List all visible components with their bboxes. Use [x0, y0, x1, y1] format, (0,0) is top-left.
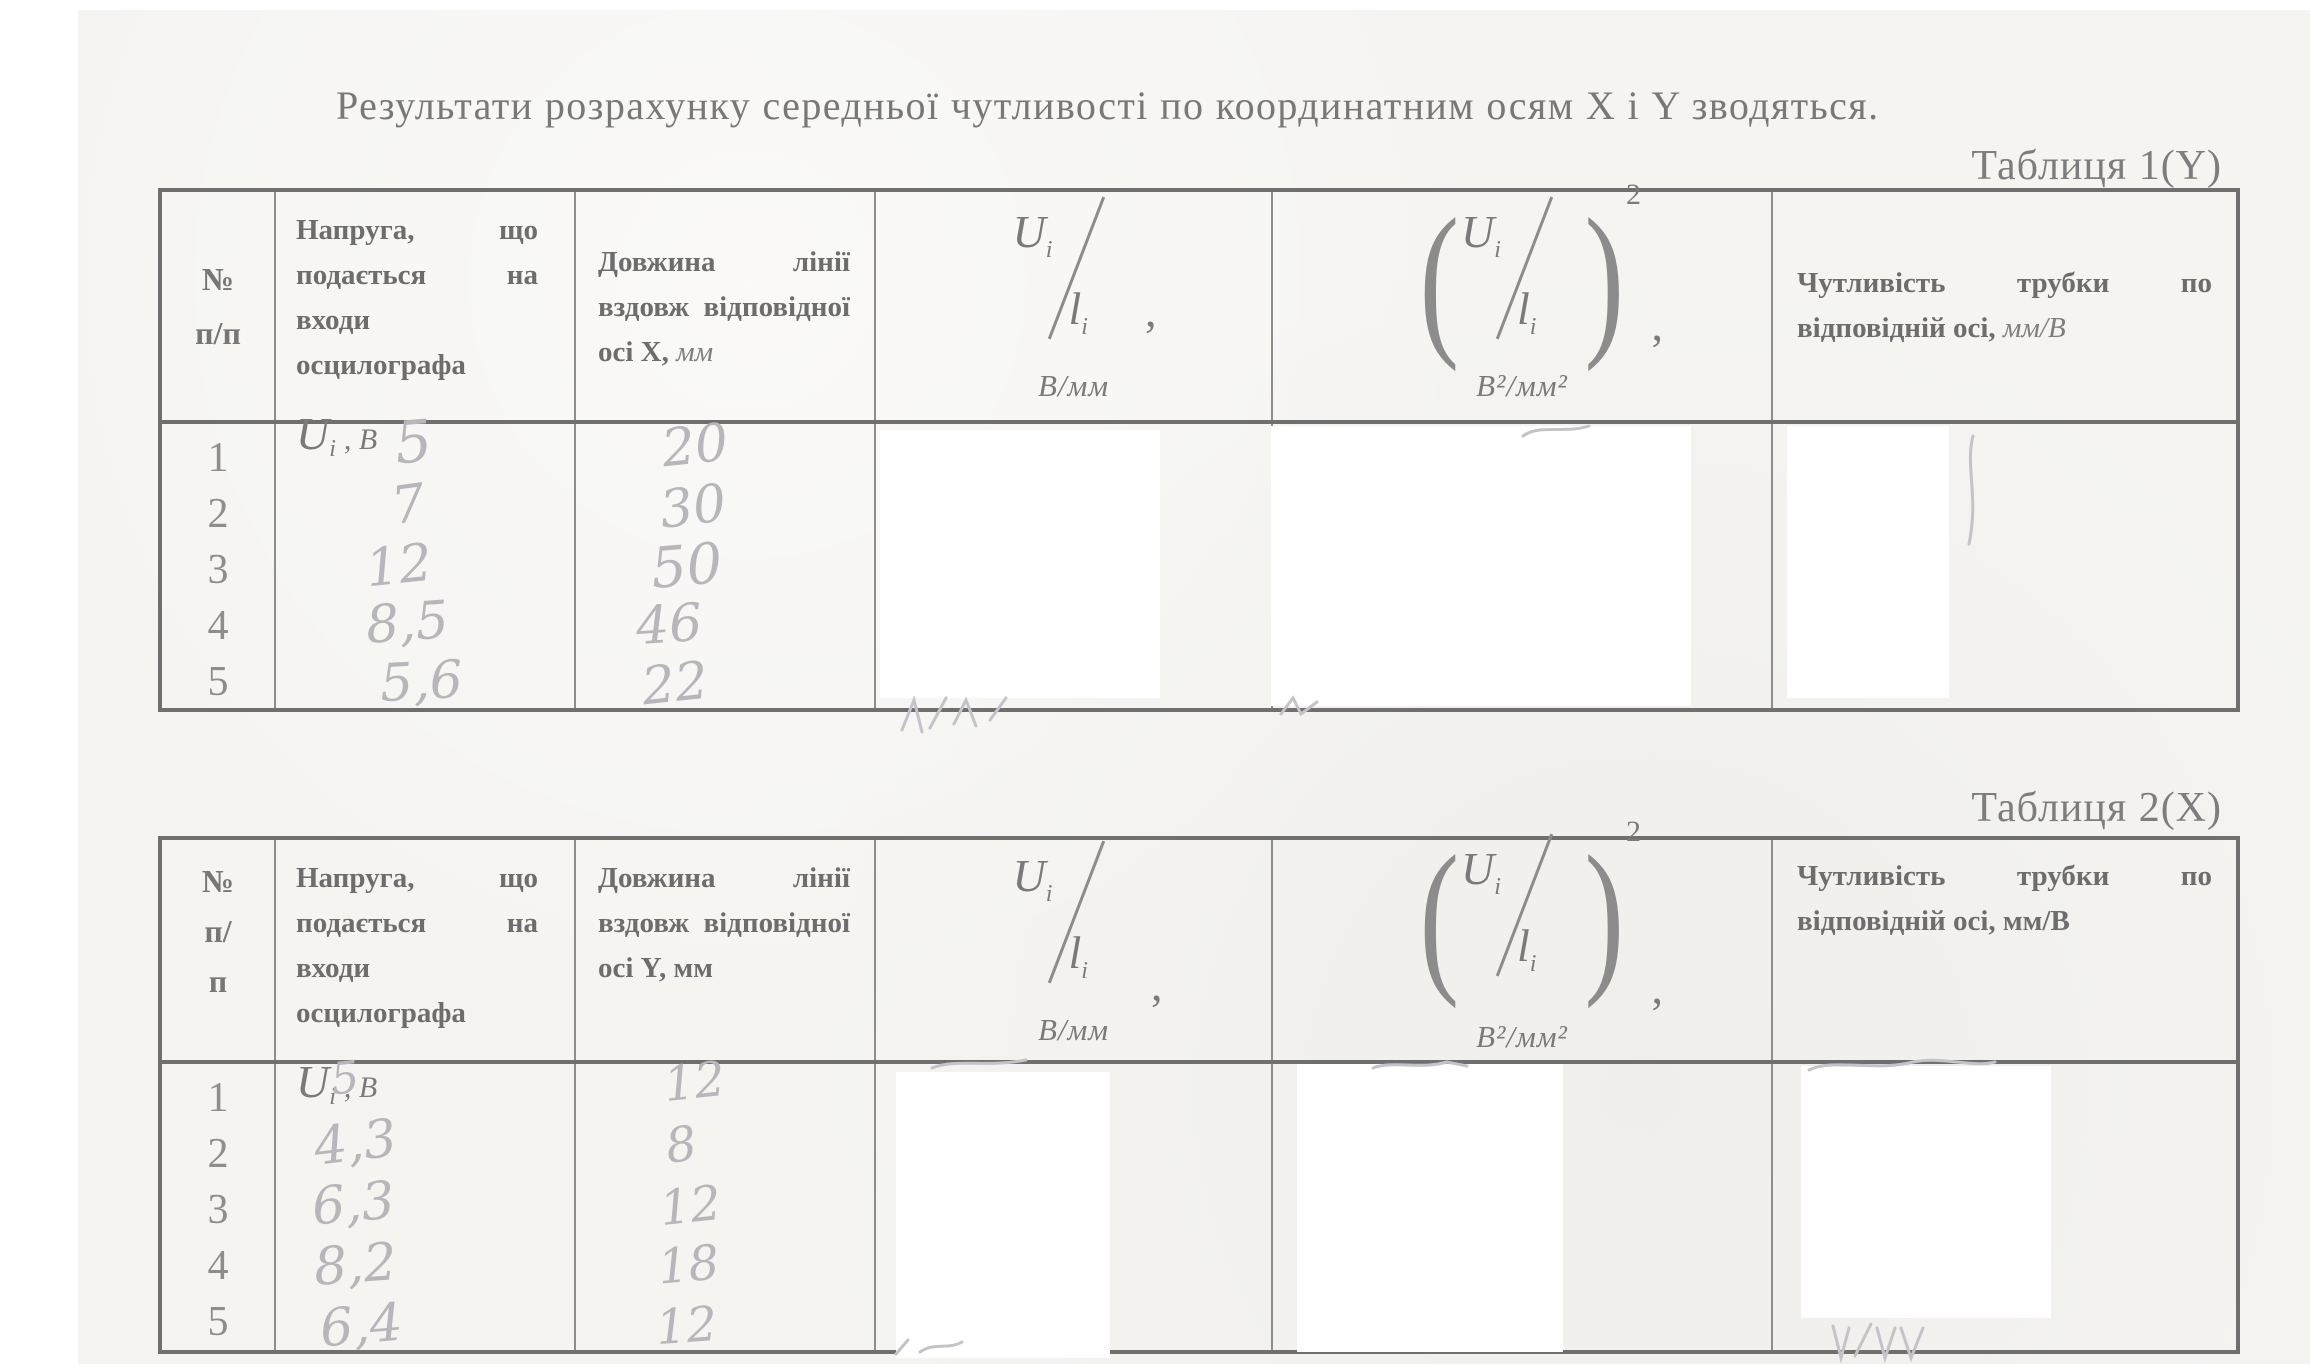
power-exponent: 2 [1626, 814, 1641, 848]
table-1-label: Таблиця 1(Y) [1971, 143, 2222, 189]
table-2-label: Таблиця 2(X) [1971, 785, 2222, 831]
power-exponent: 2 [1626, 177, 1641, 211]
length-values-column: 20 30 50 46 22 [576, 413, 876, 717]
redaction-box [896, 1072, 1110, 1358]
handwritten-value: 12 [657, 1174, 725, 1238]
handwritten-value: 8,5 [363, 590, 451, 656]
handwritten-value: 5 [391, 406, 435, 478]
handwritten-value: 20 [658, 412, 731, 480]
table-1y-body-row: 1 2 3 4 5 5 7 12 8,5 5,6 20 30 50 46 22 [162, 407, 2236, 734]
voltage-symbol: Ui, В [296, 407, 378, 462]
number-sign: № [201, 261, 235, 297]
voltage-header-text: Напруга, що подається на входи осцилогра… [296, 214, 538, 381]
handwritten-value: 5,6 [378, 649, 464, 715]
handwritten-value: 4,3 [310, 1108, 400, 1178]
sensitivity-header-text: Чутливість трубки по відповідній осі, [1797, 267, 2212, 344]
handwritten-value: 12 [362, 532, 435, 600]
ratio-formula: Ui li , [1011, 840, 1163, 1010]
handwritten-value: 12 [661, 1050, 729, 1114]
number-sign: № [201, 863, 235, 899]
ratio-formula: Ui li , [1011, 196, 1157, 342]
redaction-box [880, 430, 1160, 698]
handwritten-value: 6,4 [317, 1292, 405, 1360]
row-numbers-column: 1 2 3 4 5 [162, 1064, 276, 1350]
col-header-length: Довжина лінії вздовж відповідної осі X, … [576, 192, 876, 420]
handwritten-value: 12 [654, 1295, 720, 1357]
handwritten-value: 46 [633, 592, 705, 658]
handwritten-value: 18 [656, 1234, 722, 1296]
ratio-squared-unit: В²/мм² [1476, 1018, 1568, 1054]
col-header-ratio-squared: ( Ui li ) 2 , В²/мм² [1273, 178, 1773, 420]
handwritten-value: 8,2 [311, 1232, 399, 1298]
ratio-values-column [876, 424, 1273, 734]
handwritten-value: 50 [648, 531, 726, 602]
number-sub: п/ [204, 913, 232, 949]
redaction-box [1801, 1066, 2051, 1318]
handwritten-value: 8 [661, 1115, 700, 1175]
col-header-number: № п/п [162, 192, 276, 420]
col-header-sensitivity: Чутливість трубки по відповідній осі, мм… [1773, 192, 2236, 420]
ratio-squared-formula: ( Ui li ) 2 , [1419, 178, 1663, 363]
handwritten-value: 22 [638, 650, 711, 718]
sensitivity-unit: мм/В [2002, 312, 2066, 344]
ratio-squared-values-column [1273, 1060, 1773, 1352]
voltage-symbol: Ui, В [296, 1055, 378, 1110]
ratio-squared-values-column [1271, 424, 1773, 717]
sensitivity-header-text: Чутливість трубки по відповідній осі, мм… [1797, 860, 2212, 937]
handwritten-value: 6,3 [309, 1170, 397, 1238]
length-values-column: 12 8 12 18 12 [576, 1051, 876, 1356]
length-header-text: Довжина лінії вздовж відповідної осі Y, … [598, 862, 850, 984]
handwritten-value: 7 [388, 472, 430, 538]
number-sub2: п [208, 963, 228, 999]
table-2x-body-row: 1 2 3 4 5 5 4,3 6,3 8,2 6,4 12 8 12 18 1… [162, 1051, 2236, 1364]
handwritten-value: 5 [328, 1051, 362, 1106]
ratio-squared-unit: В²/мм² [1476, 367, 1568, 403]
col-header-sensitivity: Чутливість трубки по відповідній осі, мм… [1773, 840, 2236, 1060]
col-header-ratio-squared: ( Ui li ) 2 , В²/мм² [1273, 815, 1773, 1060]
voltage-values-column: 5 7 12 8,5 5,6 [276, 407, 576, 714]
col-header-ratio: Ui li , В/мм [876, 840, 1273, 1060]
ratio-squared-formula: ( Ui li ) 2 , [1419, 815, 1663, 1013]
length-header-text: Довжина лінії вздовж відповідної осі X, [598, 246, 850, 368]
col-header-voltage: Напруга, що подається на входи осцилогра… [276, 840, 576, 1110]
ratio-unit: В/мм [1037, 367, 1110, 403]
table-1y-header-row: № п/п Напруга, що подається на входи осц… [162, 178, 2236, 462]
table-1y: № п/п Напруга, що подається на входи осц… [158, 178, 2240, 734]
redaction-box [1787, 426, 1949, 698]
table-2x-header-row: № п/ п Напруга, що подається на входи ос… [162, 815, 2236, 1110]
erased-pencil-mark [1967, 434, 1975, 546]
ratio-values-column [876, 1058, 1273, 1358]
sensitivity-values-column [1773, 424, 2236, 708]
col-header-voltage: Напруга, що подається на входи осцилогра… [276, 192, 576, 462]
table-2x: № п/ п Напруга, що подається на входи ос… [158, 815, 2240, 1364]
col-header-number: № п/ п [162, 840, 276, 1060]
voltage-header-text: Напруга, що подається на входи осцилогра… [296, 862, 538, 1029]
col-header-length: Довжина лінії вздовж відповідної осі Y, … [576, 840, 876, 1060]
ratio-unit: В/мм [1037, 1011, 1110, 1047]
length-unit: мм [676, 335, 714, 368]
redaction-box [1271, 426, 1691, 706]
page-title: Результати розрахунку середньої чутливос… [336, 83, 1880, 128]
number-sub: п/п [195, 315, 241, 351]
voltage-values-column: 5 4,3 6,3 8,2 6,4 [276, 1052, 576, 1359]
col-header-ratio: Ui li , В/мм [876, 192, 1273, 420]
redaction-box [1297, 1064, 1563, 1352]
row-numbers-column: 1 2 3 4 5 [162, 424, 276, 708]
sensitivity-values-column [1773, 1058, 2236, 1364]
